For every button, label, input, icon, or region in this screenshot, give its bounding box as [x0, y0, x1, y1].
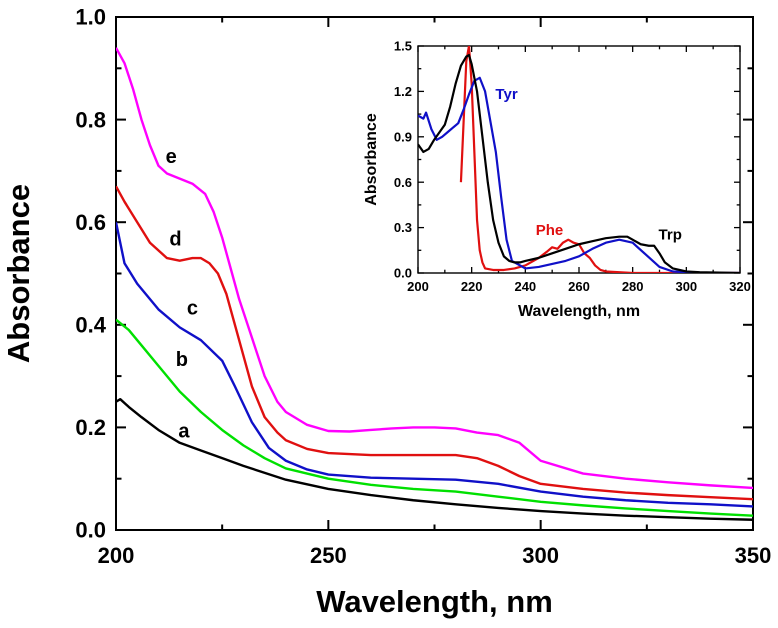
main-series-b [116, 318, 753, 517]
inset-y-tick-label: 0.6 [394, 175, 412, 190]
main-series-label-b: b [176, 349, 188, 371]
inset-curves [418, 46, 740, 273]
main-x-tick-label: 250 [310, 543, 347, 568]
main-series-label-a: a [178, 421, 190, 443]
main-y-tick-label: 0.2 [75, 415, 106, 440]
inset-y-tick-label: 1.5 [394, 39, 412, 54]
inset-y-tick-label: 0.3 [394, 220, 412, 235]
main-series-d [116, 185, 753, 501]
main-y-tick-label: 0.6 [75, 210, 106, 235]
inset-x-axis-title: Wavelength, nm [518, 303, 640, 320]
inset-series-label-Tyr: Tyr [495, 86, 517, 103]
inset-x-tick-label: 300 [675, 279, 697, 294]
inset-plot: 200 220 240 260 280 300 320 0.0 0.3 0.6 0.9 1.2 1.5 W… [363, 39, 751, 320]
inset-y-axis-title: Absorbance [363, 113, 380, 206]
inset-x-tick-label: 320 [729, 279, 751, 294]
main-y-tick-label: 1.0 [75, 5, 106, 30]
main-curves [116, 47, 753, 521]
main-series-label-d: d [169, 228, 181, 250]
main-y-tick-label: 0.4 [75, 313, 106, 338]
inset-y-tick-label: 0.0 [394, 266, 412, 281]
inset-series-Tyr [418, 76, 740, 273]
main-y-tick-label: 0.8 [75, 107, 106, 132]
main-series-label-e: e [166, 146, 177, 168]
inset-series-label-Trp: Trp [659, 227, 682, 244]
inset-x-tick-label: 200 [407, 279, 429, 294]
main-series-e [116, 47, 753, 490]
main-y-axis-title: Absorbance [1, 184, 36, 363]
main-plot: 200 250 300 350 0.0 0.2 0.4 0.6 0.8 1.0 Wavelength… [1, 5, 771, 619]
inset-series-Phe [459, 46, 740, 273]
main-x-tick-label: 300 [522, 543, 559, 568]
main-series-label-c: c [187, 298, 198, 320]
inset-x-tick-label: 260 [568, 279, 590, 294]
inset-y-tick-label: 0.9 [394, 129, 412, 144]
inset-x-tick-label: 280 [622, 279, 644, 294]
inset-x-tick-label: 240 [514, 279, 536, 294]
main-series-c [116, 221, 753, 508]
main-series-a [116, 397, 753, 521]
main-x-tick-label: 200 [98, 543, 135, 568]
inset-y-tick-label: 1.2 [394, 84, 412, 99]
main-y-tick-label: 0.0 [75, 518, 106, 543]
main-x-axis-title: Wavelength, nm [316, 584, 553, 619]
inset-x-tick-label: 220 [461, 279, 483, 294]
inset-series-label-Phe: Phe [536, 222, 564, 239]
main-x-tick-label: 350 [735, 543, 772, 568]
inset-series-Trp [418, 53, 740, 273]
